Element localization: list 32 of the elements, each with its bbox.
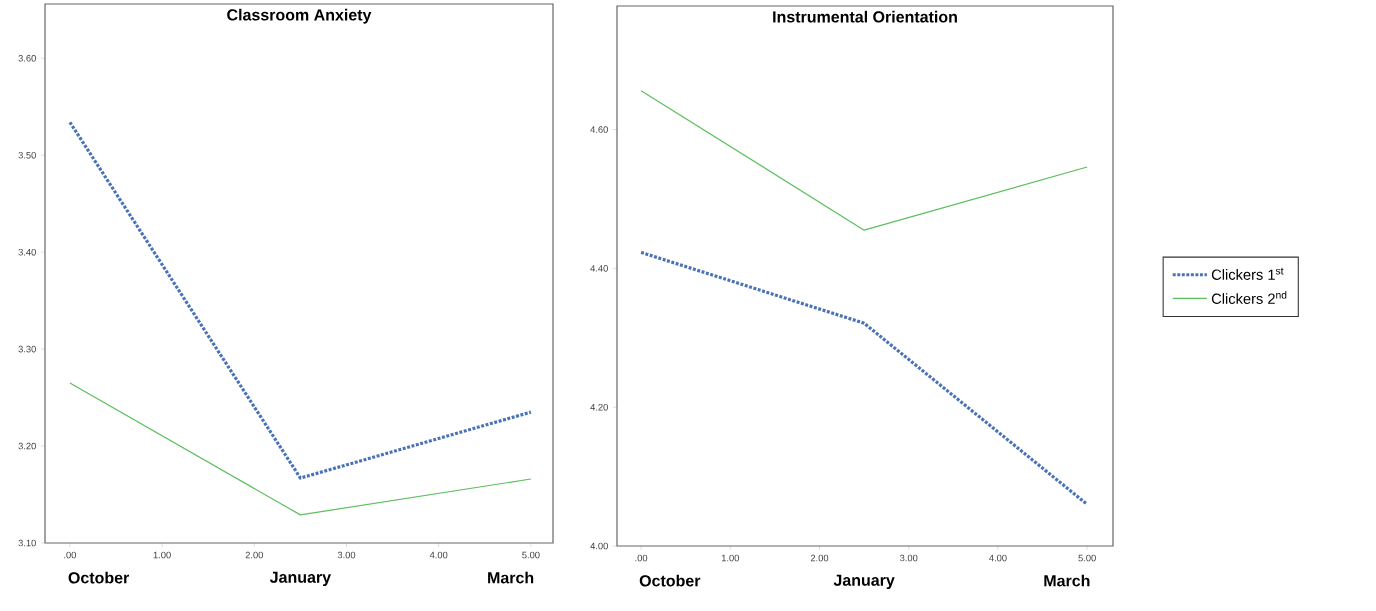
x-tick-label: 2.00 <box>810 554 829 562</box>
text: January <box>269 571 331 587</box>
x-tick-label: .00 <box>64 551 77 559</box>
y-tick-label: 3.20 <box>18 442 36 450</box>
y-tick-label: 3.60 <box>18 54 36 62</box>
x-tick-label: 4.00 <box>429 551 448 559</box>
legend-label: Clickers 2$^{nd}$ <box>1211 291 1287 304</box>
x-tick-label: 3.00 <box>337 551 356 559</box>
x-tick-label: 1.00 <box>721 554 740 562</box>
x-tick-label: 1.00 <box>153 551 171 559</box>
text: October <box>68 571 130 584</box>
legend-label: Clickers 1$^{st}$ <box>1211 267 1284 280</box>
text: March <box>1044 574 1090 587</box>
y-tick-label: 4.60 <box>590 126 608 133</box>
x-tick-label: 5.00 <box>522 551 540 559</box>
x-tick-label: 4.00 <box>989 554 1007 562</box>
text: October <box>639 574 701 587</box>
y-tick-label: 3.30 <box>18 345 36 353</box>
text: March <box>488 571 534 584</box>
y-tick-label: 4.20 <box>590 403 608 411</box>
y-tick-label: 3.50 <box>18 151 36 159</box>
chart-title: Instrumental Orientation <box>773 10 957 23</box>
y-tick-label: 4.40 <box>590 265 608 272</box>
y-tick-label: 4.00 <box>590 542 608 550</box>
y-tick-label: 3.40 <box>18 248 36 256</box>
x-tick-label: 2.00 <box>245 551 264 559</box>
x-tick-label: .00 <box>635 554 648 562</box>
text: January <box>833 574 895 590</box>
x-tick-label: 3.00 <box>900 554 918 562</box>
chart-title: Classroom Anxiety <box>227 8 372 24</box>
x-tick-label: 5.00 <box>1078 554 1096 562</box>
y-tick-label: 3.10 <box>18 539 36 547</box>
